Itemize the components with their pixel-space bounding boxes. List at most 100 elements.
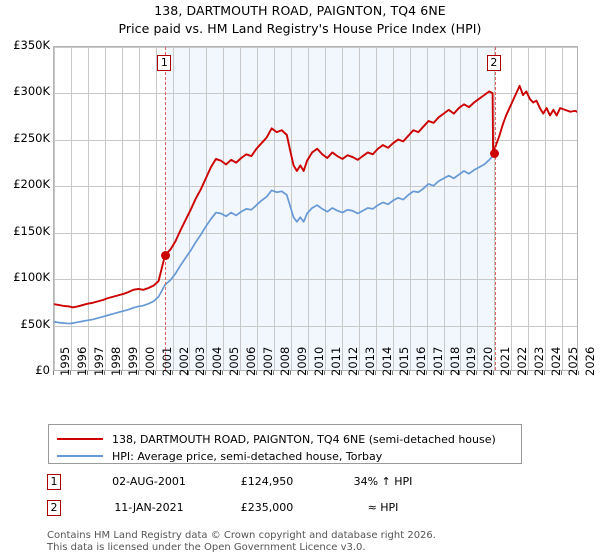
y-tick-label: £0 (35, 363, 50, 377)
x-tick-mark (239, 371, 241, 375)
x-tick-mark (69, 371, 71, 375)
legend-swatch-price-paid (57, 438, 103, 440)
y-tick-label: £250K (13, 130, 50, 145)
gridline-horizontal (54, 279, 577, 281)
legend-item-price-paid: 138, DARTMOUTH ROAD, PAIGNTON, TQ4 6NE (… (57, 431, 496, 447)
x-tick-mark (222, 371, 224, 375)
marker-callout-1: 1 (157, 55, 172, 71)
y-tick-label: £100K (13, 270, 50, 285)
x-tick-mark (374, 371, 376, 375)
x-tick-mark (188, 371, 190, 375)
x-tick-mark (527, 371, 529, 375)
legend-label-hpi: HPI: Average price, semi-detached house,… (112, 449, 383, 463)
gridline-vertical (104, 47, 106, 370)
y-tick-label: £150K (13, 223, 50, 238)
sale-date-1: 02-AUG-2001 (112, 475, 186, 488)
gridline-vertical (87, 47, 89, 370)
x-tick-mark (120, 371, 122, 375)
y-tick-label: £200K (13, 177, 50, 192)
marker-vline (165, 47, 167, 370)
sale-row-2: 2 11-JAN-2021 £235,000 ≈ HPI (47, 500, 517, 518)
x-tick-mark (544, 371, 546, 375)
y-tick-label: £300K (13, 84, 50, 99)
gridline-vertical (189, 47, 191, 370)
x-tick-mark (357, 371, 359, 375)
x-tick-mark (103, 371, 105, 375)
x-tick-mark (323, 371, 325, 375)
gridline-vertical (358, 47, 360, 370)
gridline-vertical (223, 47, 225, 370)
x-tick-mark (137, 371, 139, 375)
gridline-horizontal (54, 325, 577, 327)
x-tick-mark (205, 371, 207, 375)
sale-date-2: 11-JAN-2021 (114, 501, 184, 514)
x-tick-mark (307, 371, 309, 375)
x-tick-mark (340, 371, 342, 375)
gridline-vertical (426, 47, 428, 370)
gridline-horizontal (54, 47, 577, 48)
series-line (54, 86, 577, 308)
sale-index-1: 1 (47, 474, 61, 490)
x-tick-mark (86, 371, 88, 375)
gridline-horizontal (54, 186, 577, 188)
gridline-vertical (70, 47, 72, 370)
x-tick-mark (459, 371, 461, 375)
sale-marker-dot (160, 251, 170, 261)
x-tick-mark (290, 371, 292, 375)
x-tick-mark (256, 371, 258, 375)
x-tick-mark (442, 371, 444, 375)
marker-vline (494, 47, 496, 370)
x-tick-label: 2026 (583, 346, 597, 376)
gridline-vertical (240, 47, 242, 370)
gridline-vertical (172, 47, 174, 370)
x-tick-mark (408, 371, 410, 375)
x-tick-mark (171, 371, 173, 375)
series-line (54, 153, 493, 323)
gridline-vertical (460, 47, 462, 370)
sale-index-2: 2 (47, 500, 61, 516)
gridline-vertical (155, 47, 157, 370)
y-tick-label: £50K (20, 316, 51, 331)
gridline-vertical (477, 47, 479, 370)
legend-swatch-hpi (57, 455, 103, 457)
gridline-vertical (375, 47, 377, 370)
chart-legend: 138, DARTMOUTH ROAD, PAIGNTON, TQ4 6NE (… (48, 424, 522, 464)
footer-line-2: This data is licensed under the Open Gov… (47, 541, 366, 553)
sale-hpi-delta-1: 34% ↑ HPI (353, 475, 413, 488)
gridline-horizontal (54, 93, 577, 95)
sale-hpi-delta-2: ≈ HPI (367, 501, 399, 514)
sale-row-1: 1 02-AUG-2001 £124,950 34% ↑ HPI (47, 474, 517, 492)
sale-marker-dot (490, 149, 500, 159)
x-tick-mark (425, 371, 427, 375)
x-tick-mark (561, 371, 563, 375)
gridline-vertical (392, 47, 394, 370)
gridline-vertical (257, 47, 259, 370)
page-title: 138, DARTMOUTH ROAD, PAIGNTON, TQ4 6NE (154, 3, 446, 18)
gridline-vertical (443, 47, 445, 370)
gridline-vertical (511, 47, 513, 370)
gridline-horizontal (54, 139, 577, 141)
footer-attribution: Contains HM Land Registry data © Crown c… (47, 530, 587, 553)
x-tick-mark (578, 371, 579, 375)
marker-callout-2: 2 (486, 55, 501, 71)
gridline-vertical (138, 47, 140, 370)
footer-line-1: Contains HM Land Registry data © Crown c… (47, 530, 436, 541)
chart-gridlines (54, 47, 577, 370)
chart-series-svg (54, 47, 577, 371)
sale-price-2: £235,000 (240, 501, 294, 514)
x-tick-mark (273, 371, 275, 375)
gridline-vertical (409, 47, 411, 370)
gridline-vertical (206, 47, 208, 370)
x-tick-mark (53, 371, 54, 375)
chart-plot-area (53, 46, 578, 371)
gridline-vertical (562, 47, 564, 370)
gridline-vertical (308, 47, 310, 370)
y-tick-label: £350K (13, 38, 50, 52)
sale-price-1: £124,950 (240, 475, 294, 488)
legend-label-price-paid: 138, DARTMOUTH ROAD, PAIGNTON, TQ4 6NE (… (112, 432, 496, 446)
gridline-vertical (528, 47, 530, 370)
gridline-vertical (274, 47, 276, 370)
gridline-vertical (341, 47, 343, 370)
x-tick-mark (493, 371, 495, 375)
x-tick-mark (476, 371, 478, 375)
